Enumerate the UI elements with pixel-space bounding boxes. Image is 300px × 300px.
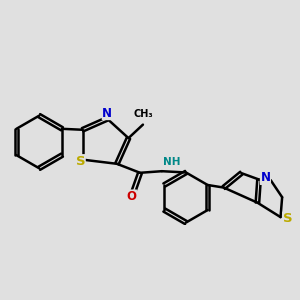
Text: CH₃: CH₃ xyxy=(134,109,153,119)
Text: S: S xyxy=(76,155,85,168)
Text: NH: NH xyxy=(164,157,181,167)
Text: O: O xyxy=(126,190,136,203)
Text: N: N xyxy=(102,106,112,120)
Text: N: N xyxy=(260,171,270,184)
Text: S: S xyxy=(283,212,292,225)
